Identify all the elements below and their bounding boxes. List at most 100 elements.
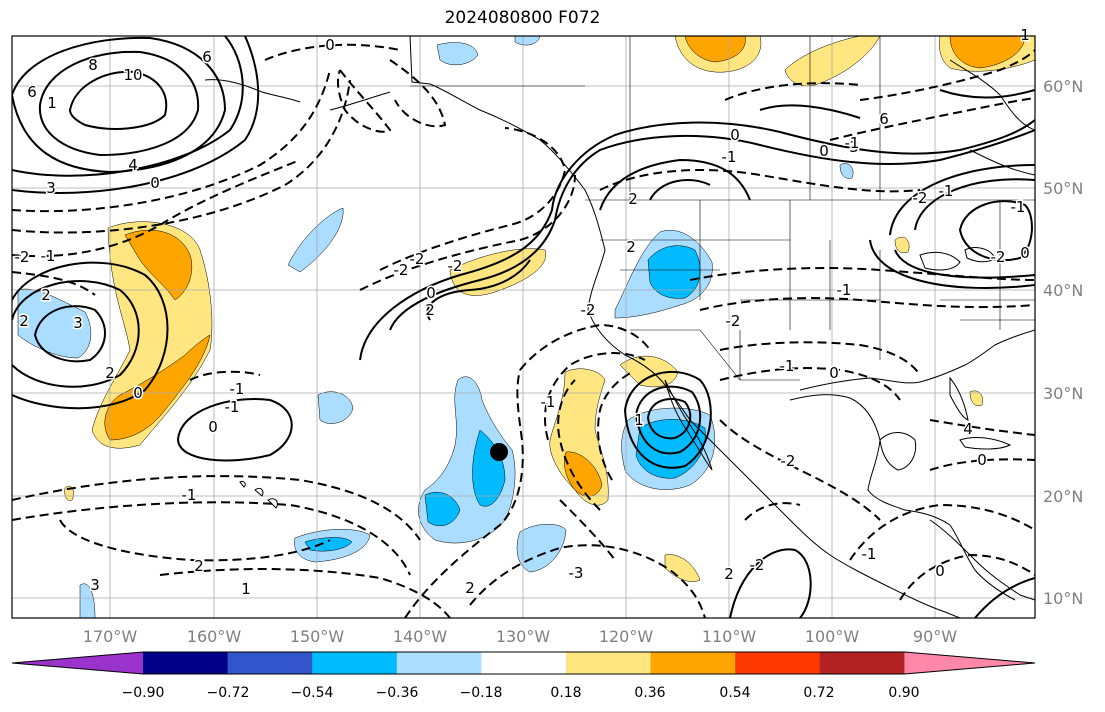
coast-cuba: [959, 437, 1012, 450]
lon-label: 150°W: [290, 627, 345, 646]
anomaly-shading: [17, 36, 1035, 618]
contour-label: -1: [837, 281, 852, 299]
contour-high-ne-2: [914, 178, 1035, 231]
contour-label: 2: [425, 301, 435, 319]
dash-28: [929, 419, 1035, 436]
dash-2: [12, 79, 351, 234]
shade-yellow-11: [894, 236, 910, 254]
colorbar-segment: [650, 652, 736, 674]
shade-blue-9: [79, 583, 96, 618]
dash-23: [689, 267, 1035, 281]
contour-label: 0: [730, 126, 740, 144]
contour-label: -1: [230, 380, 245, 398]
colorbar-segment: [396, 652, 482, 674]
dash-25: [724, 82, 861, 101]
lon-label: 90°W: [913, 627, 957, 646]
contour-label: 0: [150, 174, 160, 192]
contour-label: -2: [991, 248, 1006, 266]
coast-canada-east: [969, 149, 1035, 176]
contour-label: 2: [465, 579, 475, 597]
contour-label: -1: [182, 486, 197, 504]
lat-label: 20°N: [1043, 487, 1083, 506]
dash-9: [12, 475, 421, 541]
contour-label: 6: [27, 83, 37, 101]
contour-label: -1: [541, 393, 556, 411]
contour-label: 1: [634, 411, 644, 429]
dash-1: [12, 69, 331, 213]
shade-blue-8: [436, 42, 479, 66]
contour-label: 0: [426, 284, 436, 302]
contour-pos-c: [759, 104, 861, 119]
contour-label: -2: [726, 312, 741, 330]
contour-label: 1: [241, 580, 251, 598]
colorbar-segment: [735, 652, 821, 674]
contour-label: 4: [128, 156, 138, 174]
lat-label: 40°N: [1043, 281, 1083, 300]
lat-label: 60°N: [1043, 77, 1083, 96]
contour-label: 3: [849, 138, 859, 156]
colorbar: [11, 651, 1036, 675]
colorbar-tick-label: −0.36: [376, 685, 419, 701]
coastlines: [204, 36, 1035, 618]
contour-label: -1: [939, 182, 954, 200]
colorbar-tick-label: −0.90: [122, 685, 165, 701]
contour-label: 1: [1020, 26, 1030, 44]
contour-label: -2: [913, 189, 928, 207]
contour-ridge-2: [359, 119, 1035, 361]
contour-pos-s: [729, 548, 812, 618]
contour-label: -3: [569, 564, 584, 582]
contour-label: 0: [1020, 244, 1030, 262]
contour-label: -2: [15, 248, 30, 266]
contour-label: -2: [750, 556, 765, 574]
contour-label: 2: [105, 364, 115, 382]
shade-yellow-5: [664, 554, 701, 582]
contour-low-2: [634, 385, 702, 455]
longitude-labels: 170°W 160°W 150°W 140°W 130°W 120°W 110°…: [83, 627, 957, 646]
shade-orange-4: [684, 36, 746, 63]
contour-label: -1: [780, 357, 795, 375]
lon-label: 140°W: [393, 627, 448, 646]
shade-blue-10: [839, 163, 854, 179]
dash-19: [719, 419, 881, 521]
dash-14: [469, 544, 706, 618]
shade-orange-2: [104, 334, 211, 441]
coast-mexico-gulf: [789, 394, 1016, 601]
contour-label: 1: [47, 94, 57, 112]
dash-18: [597, 371, 633, 481]
contour-label: -1: [41, 247, 56, 265]
contour-label: 2: [626, 238, 636, 256]
shade-blue-2: [317, 391, 354, 424]
contour-high-ne-5: [894, 249, 1035, 279]
lon-label: 120°W: [599, 627, 654, 646]
dash-7: [379, 127, 567, 271]
contour-label: -1: [862, 545, 877, 563]
colorbar-segment: [904, 652, 1035, 674]
lat-label: 30°N: [1043, 384, 1083, 403]
contour-low-3: [623, 371, 712, 469]
dash-13: [404, 369, 524, 618]
colorbar-segment: [566, 652, 652, 674]
contour-ne-top: [939, 89, 1035, 99]
contour-label: 3: [73, 314, 83, 332]
contour-high-w-3: [12, 261, 169, 410]
contour-label: 4: [963, 420, 973, 438]
contour-high-nw-2: [38, 50, 200, 157]
contour-high-ne-1: [958, 200, 1033, 262]
dash-22: [699, 297, 1035, 311]
coast-florida: [949, 376, 969, 421]
storm-position-marker: [490, 443, 508, 461]
coast-yucatan: [879, 432, 917, 471]
contour-label: 6: [202, 48, 212, 66]
map-border: [11, 35, 1036, 619]
contour-label: 3: [46, 179, 56, 197]
contour-label: 2: [194, 557, 204, 575]
contour-high-w-1: [33, 305, 107, 363]
dash-21: [719, 341, 921, 376]
shade-cyan-5: [647, 245, 701, 299]
borders: [410, 36, 1035, 381]
dash-32: [559, 499, 616, 561]
contour-label: -1: [225, 398, 240, 416]
lon-label: 160°W: [187, 627, 242, 646]
contour-label: 0: [325, 36, 335, 54]
